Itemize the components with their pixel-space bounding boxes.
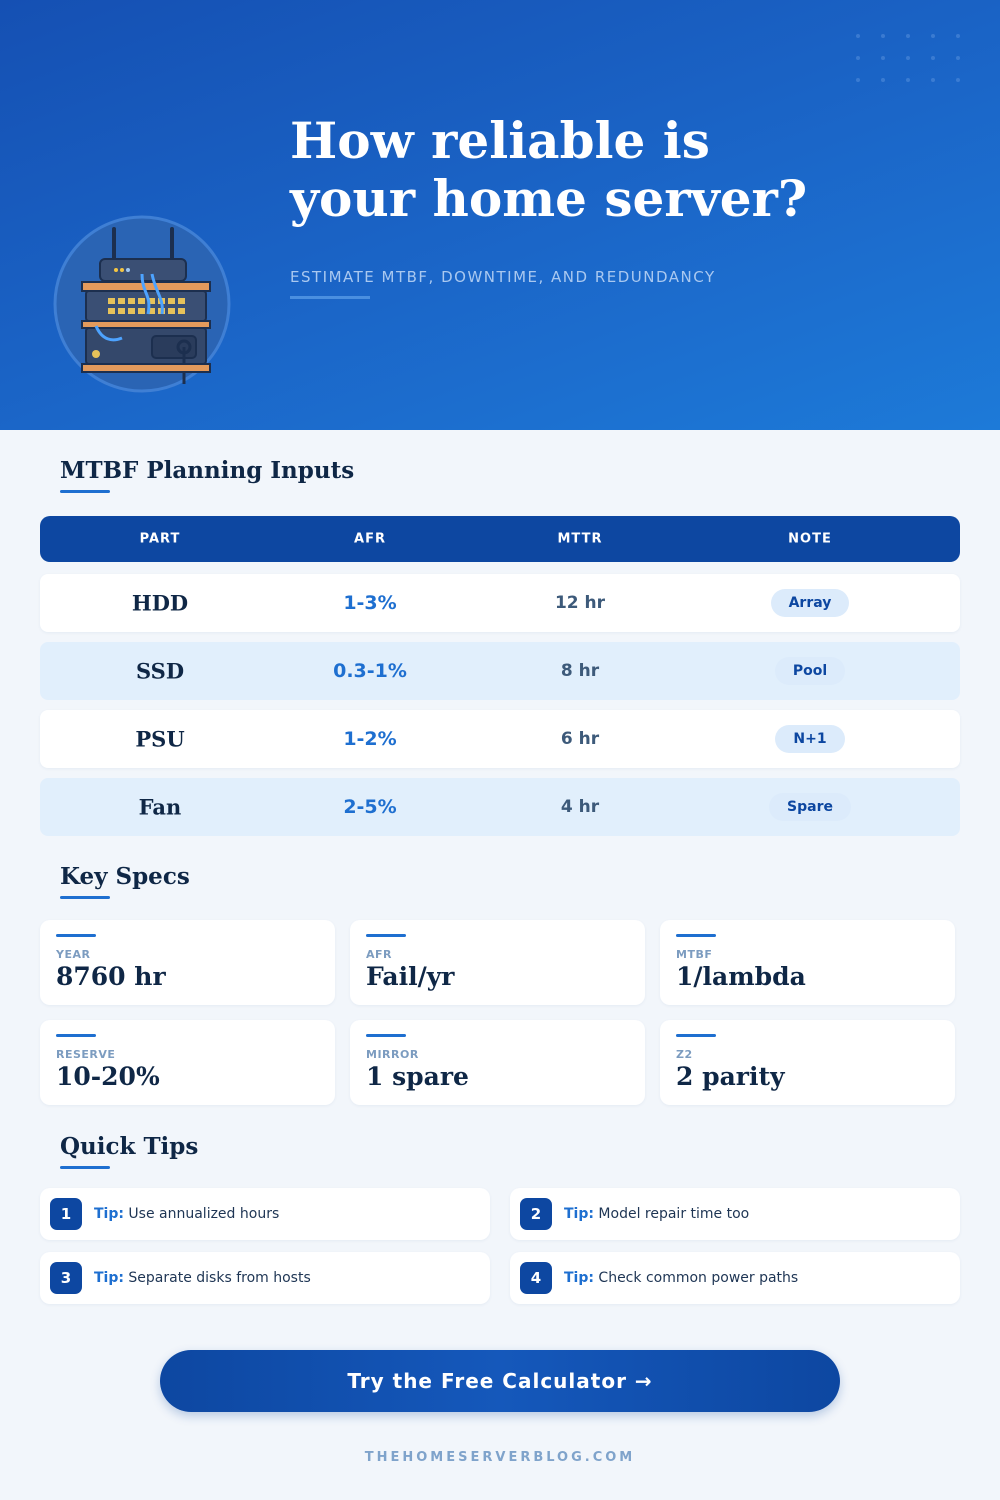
spec-label: MIRROR [366, 1048, 419, 1061]
section-heading: MTBF Planning Inputs [60, 457, 355, 484]
table-row: Fan 2-5% 4 hr Spare [40, 778, 960, 836]
title-line: your home server? [290, 169, 808, 228]
spec-card: AFR Fail/yr [350, 920, 645, 1005]
heading-underline [60, 896, 110, 899]
tip-body: Check common power paths [598, 1270, 799, 1286]
heading-underline [60, 490, 110, 493]
table-cell: PSU [135, 726, 185, 752]
footer-site: THEHOMESERVERBLOG.COM [364, 1450, 636, 1465]
subtitle: ESTIMATE MTBF, DOWNTIME, AND REDUNDANCY [290, 268, 716, 286]
table-cell: HDD [131, 590, 189, 616]
tip-prefix: Tip: [94, 1206, 124, 1222]
tip-card: 2 Tip: Model repair time too [510, 1188, 960, 1240]
note-pill: Pool [774, 657, 846, 685]
spec-label: MTBF [676, 948, 713, 961]
card-accent [56, 1034, 96, 1037]
note-pill: Spare [769, 793, 851, 821]
subtitle-underline [290, 296, 370, 299]
table-cell: 0.3-1% [333, 660, 407, 682]
table-cell: 4 hr [560, 797, 600, 817]
table-cell: 6 hr [560, 729, 600, 749]
spec-label: YEAR [56, 948, 91, 961]
tip-text: Tip: Model repair time too [564, 1206, 749, 1222]
spec-value: 1/lambda [676, 962, 806, 991]
column-header: MTTR [557, 531, 603, 547]
server-illustration [53, 215, 231, 393]
spec-card: MIRROR 1 spare [350, 1020, 645, 1105]
tip-card: 4 Tip: Check common power paths [510, 1252, 960, 1304]
section-heading: Quick Tips [60, 1133, 199, 1160]
column-header: PART [139, 531, 181, 547]
spec-value: Fail/yr [366, 962, 455, 991]
table-cell: Fan [138, 794, 182, 820]
tip-prefix: Tip: [564, 1270, 594, 1286]
tip-number: 4 [520, 1262, 552, 1294]
spec-value: 2 parity [676, 1062, 785, 1091]
table-cell: 1-2% [343, 728, 397, 750]
spec-label: AFR [366, 948, 392, 961]
tip-number: 1 [50, 1198, 82, 1230]
tip-card: 3 Tip: Separate disks from hosts [40, 1252, 490, 1304]
table-cell: SSD [135, 658, 185, 684]
tip-body: Use annualized hours [128, 1206, 280, 1222]
note-pill: Array [770, 589, 850, 617]
tip-text: Tip: Separate disks from hosts [94, 1270, 311, 1286]
card-accent [366, 934, 406, 937]
table-cell: N+1 [710, 725, 910, 753]
tip-number: 3 [50, 1262, 82, 1294]
card-accent [676, 934, 716, 937]
tip-prefix: Tip: [94, 1270, 124, 1286]
card-accent [366, 1034, 406, 1037]
spec-label: Z2 [676, 1048, 693, 1061]
card-accent [676, 1034, 716, 1037]
table-header: PART AFR MTTR NOTE [40, 516, 960, 562]
table-cell: Spare [710, 793, 910, 821]
spec-label: RESERVE [56, 1048, 116, 1061]
dot-pattern [856, 34, 960, 82]
table-cell: Pool [710, 657, 910, 685]
table-cell: 2-5% [343, 796, 397, 818]
hero: How reliable is your home server? ESTIMA… [0, 0, 1000, 430]
section-heading: Key Specs [60, 863, 190, 890]
spec-card: RESERVE 10-20% [40, 1020, 335, 1105]
spec-value: 10-20% [56, 1062, 160, 1091]
table-cell: Array [710, 589, 910, 617]
tip-card: 1 Tip: Use annualized hours [40, 1188, 490, 1240]
tip-number: 2 [520, 1198, 552, 1230]
tip-body: Model repair time too [598, 1206, 750, 1222]
table-cell: 8 hr [560, 661, 600, 681]
tip-text: Tip: Use annualized hours [94, 1206, 279, 1222]
table-row: PSU 1-2% 6 hr N+1 [40, 710, 960, 768]
note-pill: N+1 [775, 725, 845, 753]
column-header: AFR [354, 531, 386, 547]
table-row: SSD 0.3-1% 8 hr Pool [40, 642, 960, 700]
tip-prefix: Tip: [564, 1206, 594, 1222]
spec-value: 1 spare [366, 1062, 469, 1091]
spec-value: 8760 hr [56, 962, 166, 991]
heading-underline [60, 1166, 110, 1169]
spec-card: MTBF 1/lambda [660, 920, 955, 1005]
tip-text: Tip: Check common power paths [564, 1270, 798, 1286]
table-cell: 12 hr [554, 593, 606, 613]
tip-body: Separate disks from hosts [128, 1270, 311, 1286]
table-row: HDD 1-3% 12 hr Array [40, 574, 960, 632]
spec-card: Z2 2 parity [660, 1020, 955, 1105]
column-header: NOTE [788, 531, 832, 547]
table-cell: 1-3% [343, 592, 397, 614]
spec-card: YEAR 8760 hr [40, 920, 335, 1005]
title: How reliable is your home server? [290, 112, 807, 228]
card-accent [56, 934, 96, 937]
cta-button[interactable]: Try the Free Calculator → [160, 1350, 840, 1412]
title-line: How reliable is [290, 111, 710, 170]
